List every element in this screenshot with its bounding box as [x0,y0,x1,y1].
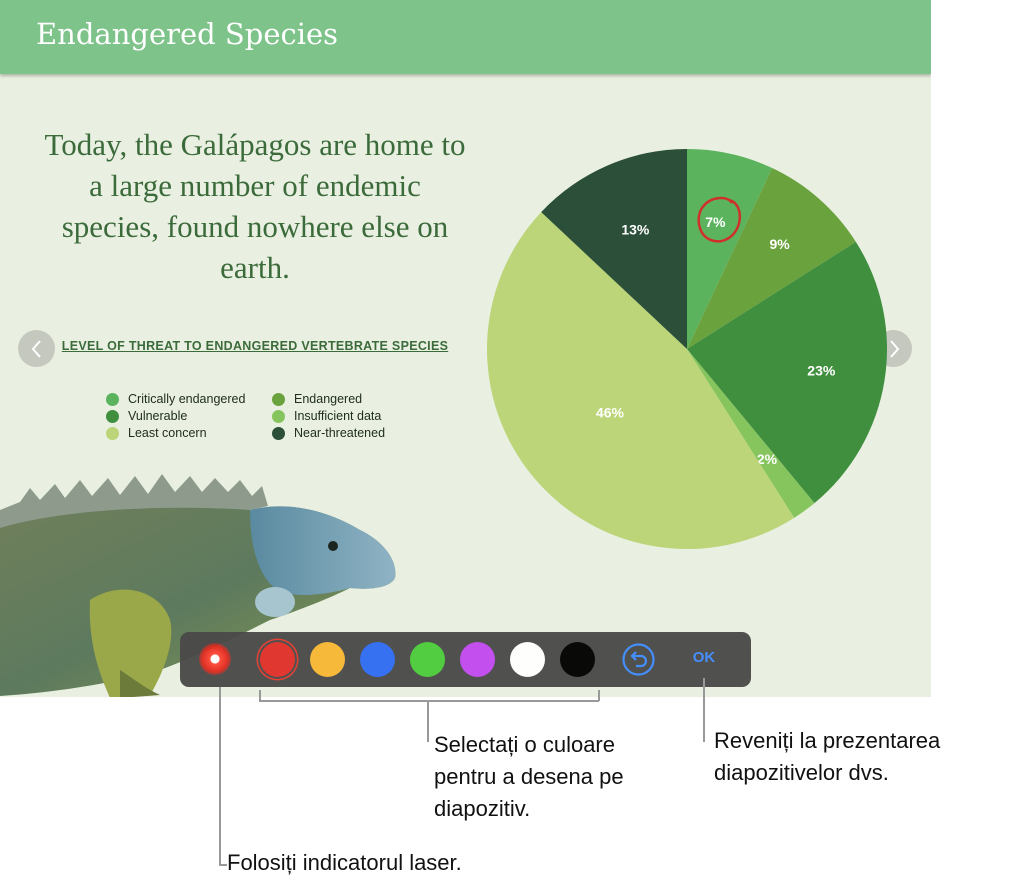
colors-bracket-bottom [259,700,599,702]
title-bar: Endangered Species [0,0,931,74]
color-swatch-black[interactable] [560,642,595,677]
colors-callout-text: Selectați o culoare pentru a desena pe dia… [434,732,624,821]
chevron-left-icon [31,339,41,358]
pie-slice-label: 2% [757,451,778,467]
pie-slice [687,349,815,518]
pie-chart-svg: 7% 9% 23% 2% 46% 13% [487,149,887,549]
legend-item: Near-threatened [272,426,385,440]
slide: Endangered Species Today, the Galápagos … [0,0,931,697]
pie-slice-label: 13% [621,222,650,238]
ok-button[interactable]: OK [692,649,716,666]
color-swatch-yellow[interactable] [310,642,345,677]
legend-swatch [106,426,119,440]
drawing-toolbar: OK [180,632,751,687]
prev-slide-button[interactable] [18,330,55,367]
pie-slice-label: 46% [596,405,625,421]
pie-slice [541,149,687,349]
pie-slice [687,241,887,504]
legend-swatch [272,409,285,423]
slide-title: Endangered Species [36,17,339,51]
color-swatch-red[interactable] [260,642,295,677]
pie-slice [487,212,795,549]
legend-item: Insufficient data [272,409,381,423]
laser-callout-line [219,687,221,865]
drawn-annotation-circle [697,196,742,243]
colors-bracket-left [259,690,261,701]
pie-slice [687,149,773,349]
legend-label: Endangered [294,392,363,406]
chevron-right-icon [889,339,899,358]
legend-item: Critically endangered [106,392,245,406]
legend-label: Near-threatened [294,426,386,440]
pie-slice-label: 7% [705,214,726,230]
legend-item: Endangered [272,392,362,406]
undo-icon[interactable] [621,642,656,677]
legend-item: Least concern [106,426,207,440]
color-swatch-purple[interactable] [460,642,495,677]
legend-swatch [272,392,285,406]
iguana-image [0,474,396,697]
color-swatch-white[interactable] [510,642,545,677]
laser-callout-tick [219,864,227,866]
pie-slice-label: 23% [807,362,836,378]
legend-label: Vulnerable [128,409,188,423]
legend-label: Critically endangered [128,392,246,406]
pie-slice [687,168,856,349]
color-swatch-blue[interactable] [360,642,395,677]
laser-pointer-icon[interactable] [199,643,231,675]
headline-text: Today, the Galápagos are home to a large… [44,127,466,285]
return-callout-text: Reveniți la prezentarea diapozitivelor dv… [714,728,941,785]
laser-callout-text: Folosiți indicatorul laser. [227,850,462,875]
legend-swatch [106,392,119,406]
colors-callout-line [427,700,429,742]
legend-label: Least concern [128,426,207,440]
ok-callout-line [703,678,705,742]
legend-item: Vulnerable [106,409,187,423]
chart-heading: LEVEL OF THREAT TO ENDANGERED VERTEBRATE… [61,339,449,353]
legend-label: Insufficient data [294,409,382,423]
color-swatch-green[interactable] [410,642,445,677]
pie-chart: 7% 9% 23% 2% 46% 13% [486,148,888,550]
legend-swatch [106,409,119,423]
pie-slice-label: 9% [769,236,790,252]
legend-swatch [272,426,285,440]
colors-bracket-right [598,690,600,701]
